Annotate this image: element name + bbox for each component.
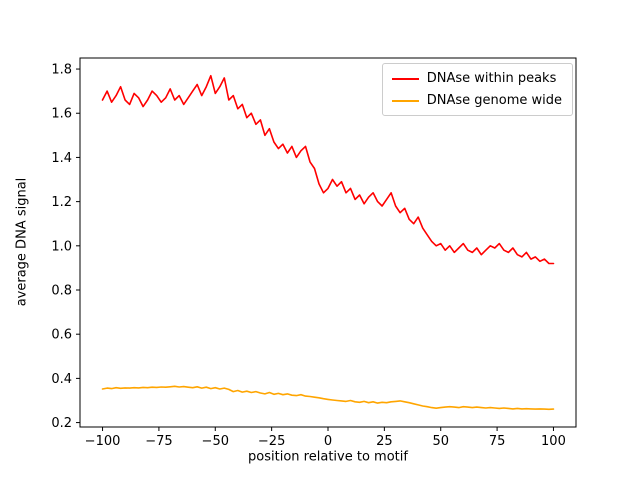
y-tick-label: 1.8 — [51, 63, 72, 78]
y-tick-label: 0.2 — [51, 416, 72, 431]
legend-entry-peaks: DNAse within peaks — [391, 71, 562, 86]
series-line-0 — [101, 74, 555, 265]
x-tick-label: 25 — [376, 434, 393, 449]
legend-label-peaks: DNAse within peaks — [426, 71, 557, 86]
x-tick-label: −50 — [202, 434, 229, 449]
legend-label-genome: DNAse genome wide — [426, 93, 562, 108]
y-axis-label: average DNA signal — [14, 177, 30, 307]
y-tick-label: 0.8 — [51, 284, 72, 299]
x-axis-label: position relative to motif — [248, 449, 408, 465]
red-line-swatch-icon — [391, 77, 419, 80]
x-tick-label: −75 — [145, 434, 172, 449]
y-tick-label: 1.4 — [51, 151, 72, 166]
orange-line-swatch-icon — [391, 99, 419, 102]
y-tick-label: 1.6 — [51, 107, 72, 122]
x-tick-label: 50 — [432, 434, 449, 449]
y-tick-label: 0.6 — [51, 328, 72, 343]
x-tick-label: −100 — [85, 434, 121, 449]
legend: DNAse within peaks DNAse genome wide — [381, 63, 573, 116]
x-tick-label: 0 — [324, 434, 332, 449]
y-tick-label: 1.0 — [51, 239, 72, 254]
y-tick-label: 0.4 — [51, 372, 72, 387]
x-tick-label: 100 — [541, 434, 566, 449]
series-line-1 — [101, 385, 555, 411]
legend-entry-genome: DNAse genome wide — [391, 93, 562, 108]
y-tick-label: 1.2 — [51, 195, 72, 210]
x-tick-label: −25 — [258, 434, 285, 449]
x-tick-label: 75 — [489, 434, 506, 449]
